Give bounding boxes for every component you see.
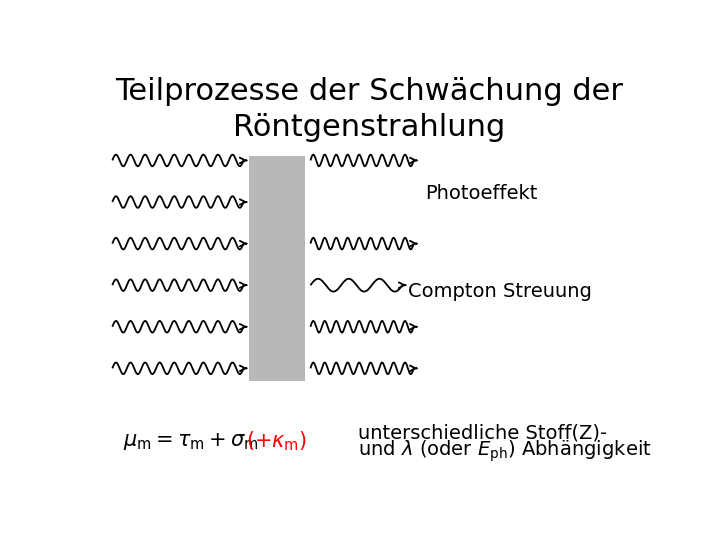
Text: $( +\kappa_\mathrm{m})$: $( +\kappa_\mathrm{m})$ [246,429,307,453]
Text: $\mu_\mathrm{m}=\tau_\mathrm{m}+\sigma_\mathrm{m}$: $\mu_\mathrm{m}=\tau_\mathrm{m}+\sigma_\… [124,430,258,451]
Text: Photoeffekt: Photoeffekt [425,184,537,203]
Bar [249,156,305,381]
Text: und $\lambda$ (oder $E_{\mathrm{ph}}$) Abhängigkeit: und $\lambda$ (oder $E_{\mathrm{ph}}$) A… [358,438,652,464]
Text: Teilprozesse der Schwächung der
Röntgenstrahlung: Teilprozesse der Schwächung der Röntgens… [115,77,623,142]
Text: unterschiedliche Stoff(Z)-: unterschiedliche Stoff(Z)- [358,423,607,442]
Text: Compton Streuung: Compton Streuung [408,282,592,301]
